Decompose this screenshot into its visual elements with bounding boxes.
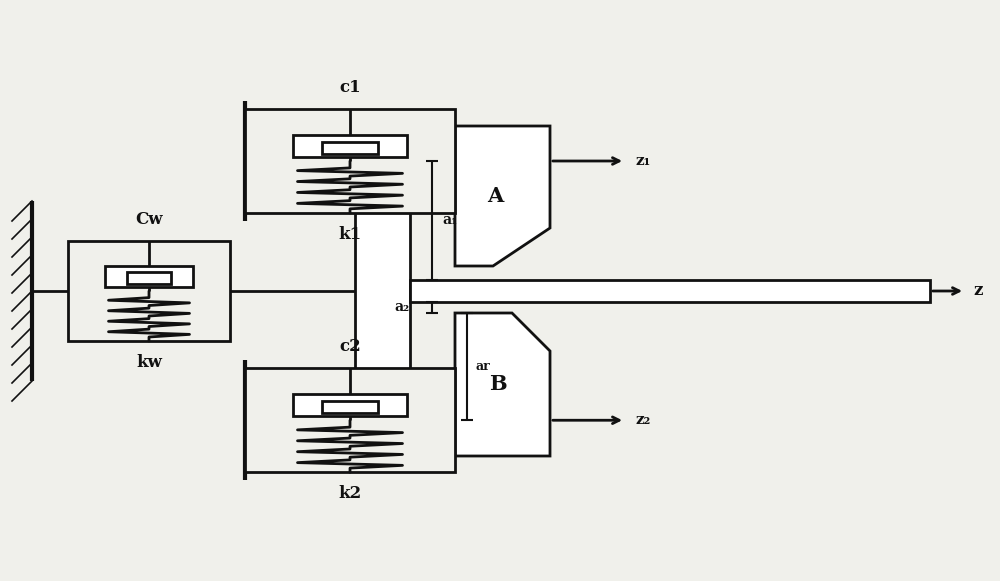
Text: a₂: a₂ <box>394 300 409 314</box>
Bar <box>127 272 171 284</box>
Bar <box>245 109 455 213</box>
Text: c2: c2 <box>339 338 361 355</box>
Text: Cw: Cw <box>135 211 163 228</box>
Text: z: z <box>973 282 982 299</box>
Text: A: A <box>487 186 503 206</box>
Text: ar: ar <box>475 360 490 373</box>
Polygon shape <box>455 313 550 456</box>
Text: a₁: a₁ <box>442 213 457 228</box>
Bar <box>410 280 930 302</box>
Text: k1: k1 <box>338 226 362 243</box>
Bar <box>322 142 378 153</box>
Bar <box>322 401 378 413</box>
Text: z₁: z₁ <box>635 154 650 168</box>
Text: B: B <box>489 375 507 394</box>
Polygon shape <box>455 126 550 266</box>
Bar <box>68 241 230 341</box>
Text: c1: c1 <box>339 79 361 96</box>
Bar <box>355 126 410 456</box>
Text: k2: k2 <box>338 485 362 502</box>
Bar <box>105 266 193 287</box>
Bar <box>293 394 407 416</box>
Bar <box>245 368 455 472</box>
Text: kw: kw <box>136 354 162 371</box>
Bar <box>293 135 407 157</box>
Text: z₂: z₂ <box>635 413 650 427</box>
